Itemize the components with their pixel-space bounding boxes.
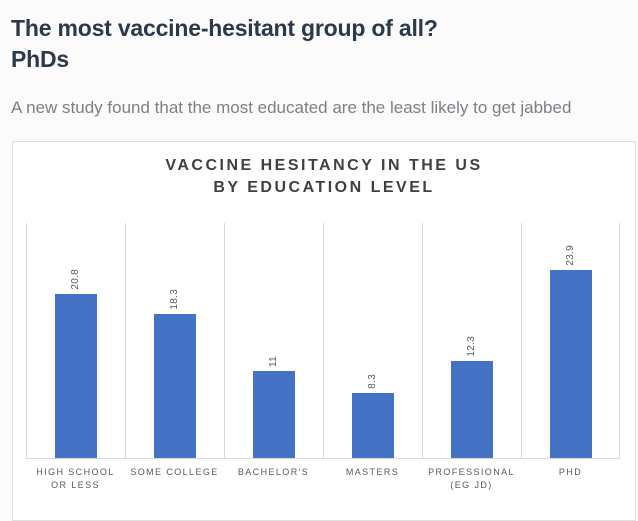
bar-value-label: 18.3: [169, 289, 180, 310]
bar: [253, 371, 295, 458]
plot-area: 20.8 18.3 11 8.3 12.3 23.9: [26, 223, 620, 459]
bar: [550, 270, 592, 458]
x-axis-label: HIGH SCHOOL OR LESS: [36, 467, 115, 490]
x-axis-label: PROFESSIONAL (EG JD): [428, 467, 515, 490]
bar-value-label: 11: [268, 356, 279, 367]
x-axis-label: MASTERS: [345, 467, 400, 477]
bar: [154, 314, 196, 458]
bar-value-slot: 20.8: [26, 269, 125, 290]
bar-value-slot: 23.9: [521, 245, 620, 266]
bar-value-label: 8.3: [367, 374, 378, 389]
x-axis-labels: HIGH SCHOOL OR LESS SOME COLLEGE BACHELOR'…: [26, 459, 620, 492]
bar-value-slot: 8.3: [323, 374, 422, 389]
bar-value-label: 12.3: [466, 336, 477, 357]
bar-value-slot: 11: [224, 356, 323, 367]
bar-value-slot: 18.3: [125, 289, 224, 310]
bar: [55, 294, 97, 458]
bar-value-label: 20.8: [70, 269, 81, 290]
x-axis-label: SOME COLLEGE: [130, 467, 219, 477]
gridline: [521, 223, 522, 459]
bar: [451, 361, 493, 458]
article-headline: The most vaccine-hesitant group of all? …: [11, 15, 438, 72]
x-axis-label: BACHELOR'S: [237, 467, 310, 477]
gridline: [422, 223, 423, 459]
article-subtitle: A new study found that the most educated…: [11, 98, 572, 117]
chart-title: VACCINE HESITANCY IN THE US BY EDUCATION…: [165, 157, 483, 196]
gridline: [26, 223, 27, 459]
bar: [352, 393, 394, 458]
gridline: [619, 223, 620, 459]
article-header: The most vaccine-hesitant group of all? …: [0, 0, 638, 118]
bar-value-label: 23.9: [565, 245, 576, 266]
gridline: [224, 223, 225, 459]
x-axis-label: PHD: [558, 467, 583, 477]
gridline: [125, 223, 126, 459]
bar-value-slot: 12.3: [422, 336, 521, 357]
x-axis-line: [26, 458, 620, 459]
gridline: [323, 223, 324, 459]
chart-card: VACCINE HESITANCY IN THE US BY EDUCATION…: [12, 141, 636, 521]
